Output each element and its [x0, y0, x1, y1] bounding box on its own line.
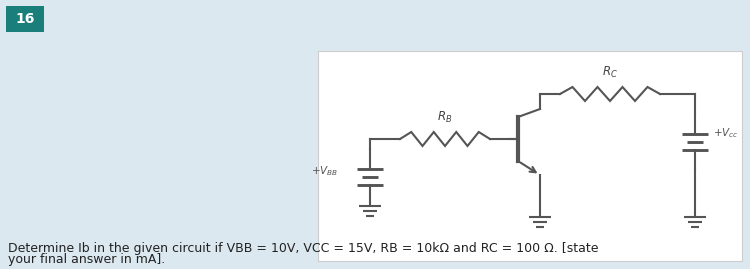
- Text: $+V_{cc}$: $+V_{cc}$: [713, 127, 739, 140]
- Text: your final answer in mA].: your final answer in mA].: [8, 253, 165, 266]
- Text: $+V_{BB}$: $+V_{BB}$: [310, 165, 338, 178]
- FancyBboxPatch shape: [6, 6, 44, 32]
- Text: 16: 16: [15, 12, 34, 26]
- Text: $R_B$: $R_B$: [437, 110, 453, 125]
- FancyBboxPatch shape: [318, 51, 742, 261]
- Text: $R_C$: $R_C$: [602, 65, 618, 80]
- Text: Determine Ib in the given circuit if VBB = 10V, VCC = 15V, RB = 10kΩ and RC = 10: Determine Ib in the given circuit if VBB…: [8, 242, 598, 255]
